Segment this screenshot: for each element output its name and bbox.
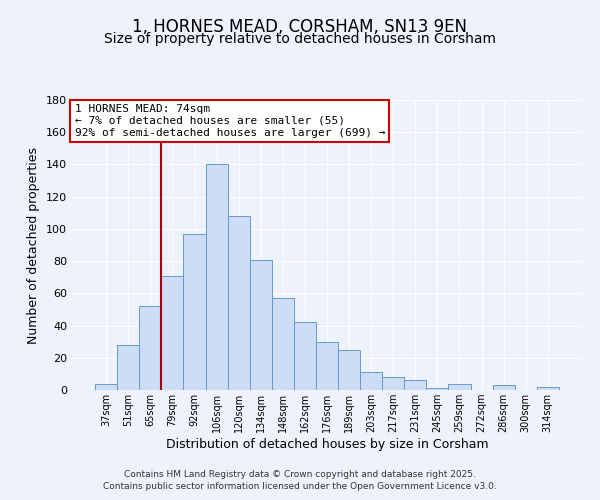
Y-axis label: Number of detached properties: Number of detached properties	[28, 146, 40, 344]
Bar	[404, 380, 427, 390]
Bar	[316, 342, 338, 390]
Text: Contains public sector information licensed under the Open Government Licence v3: Contains public sector information licen…	[103, 482, 497, 491]
Bar	[537, 387, 559, 390]
Bar	[227, 216, 250, 390]
Text: 1 HORNES MEAD: 74sqm
← 7% of detached houses are smaller (55)
92% of semi-detach: 1 HORNES MEAD: 74sqm ← 7% of detached ho…	[74, 104, 385, 138]
Text: 1, HORNES MEAD, CORSHAM, SN13 9EN: 1, HORNES MEAD, CORSHAM, SN13 9EN	[133, 18, 467, 36]
Bar	[448, 384, 470, 390]
Text: Contains HM Land Registry data © Crown copyright and database right 2025.: Contains HM Land Registry data © Crown c…	[124, 470, 476, 479]
Bar	[294, 322, 316, 390]
Bar	[161, 276, 184, 390]
Bar	[139, 306, 161, 390]
Bar	[360, 372, 382, 390]
X-axis label: Distribution of detached houses by size in Corsham: Distribution of detached houses by size …	[166, 438, 488, 451]
Bar	[338, 350, 360, 390]
Bar	[493, 385, 515, 390]
Bar	[184, 234, 206, 390]
Bar	[250, 260, 272, 390]
Bar	[117, 345, 139, 390]
Bar	[95, 384, 117, 390]
Bar	[427, 388, 448, 390]
Bar	[382, 377, 404, 390]
Bar	[206, 164, 227, 390]
Bar	[272, 298, 294, 390]
Text: Size of property relative to detached houses in Corsham: Size of property relative to detached ho…	[104, 32, 496, 46]
